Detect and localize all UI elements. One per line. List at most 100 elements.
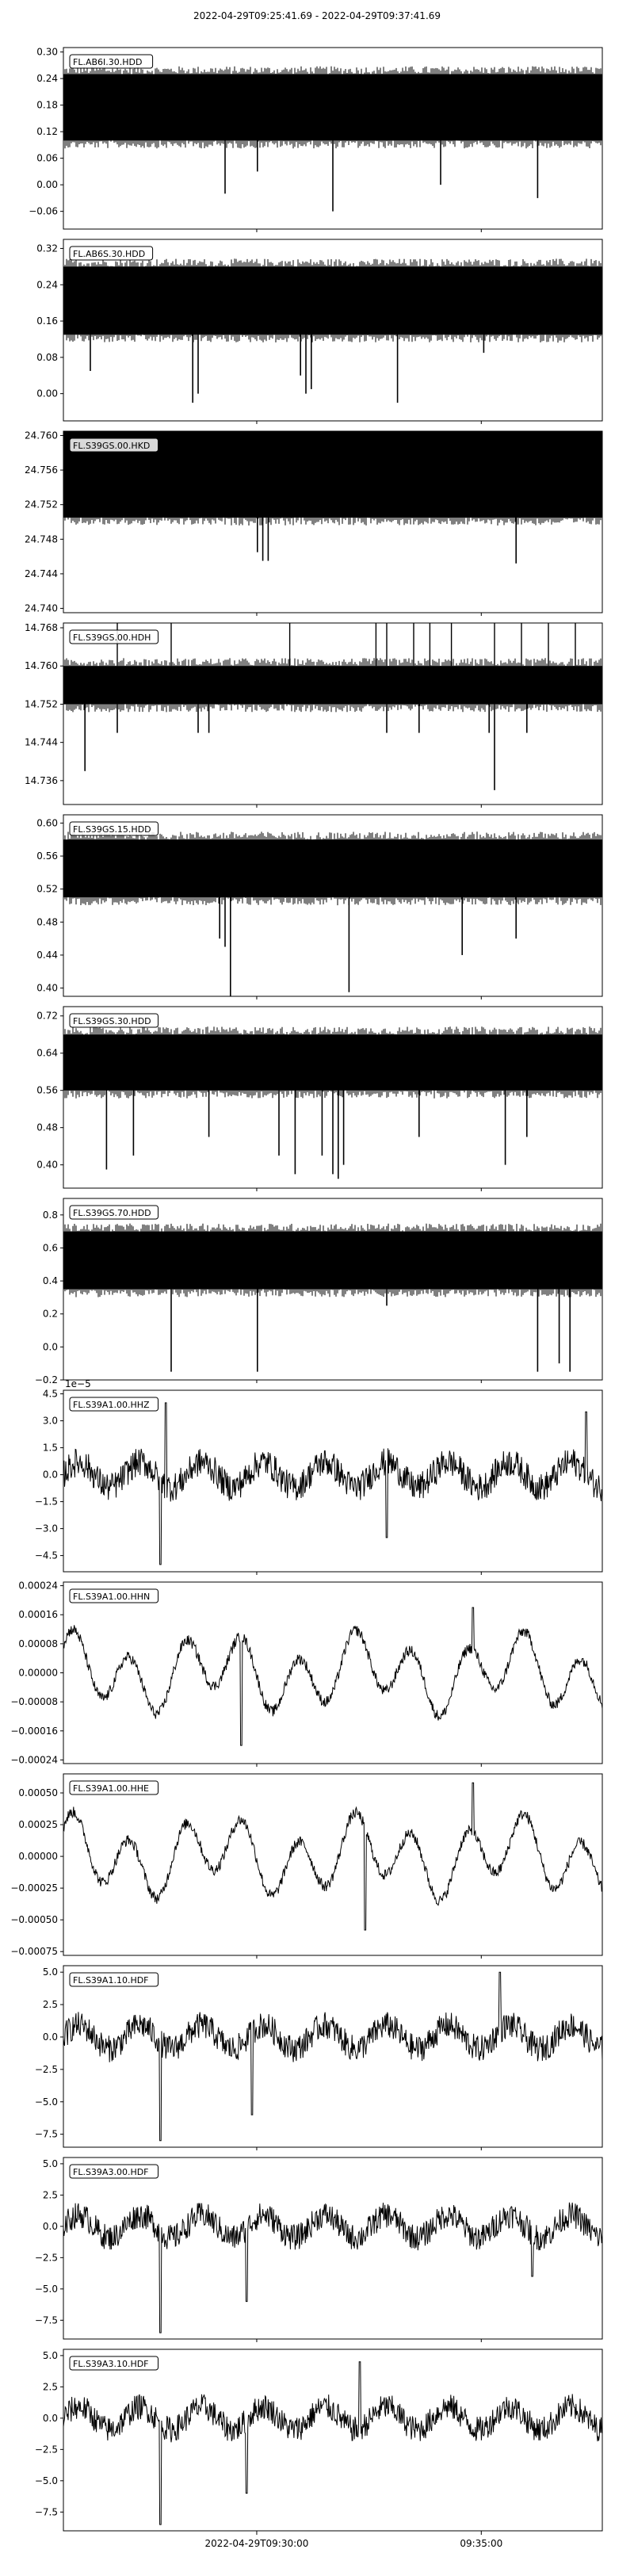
y-tick-label: 14.736	[25, 775, 58, 786]
y-tick-label: 0.24	[36, 279, 58, 290]
y-tick-label: 5.0	[43, 2350, 58, 2361]
trace-panels: 0.30 0.24 0.18 0.12 0.06 0.00 −0.06 FL.AB6I.30.…	[10, 47, 603, 2532]
y-tick-label: 24.748	[25, 533, 58, 545]
waveform	[63, 2361, 602, 2525]
trace-line	[63, 831, 602, 996]
y-tick-label: −7.5	[35, 2506, 58, 2517]
trace-label: FL.S39A1.00.HHE	[73, 1783, 149, 1794]
trace-line	[63, 258, 602, 403]
y-tick-label: 0.48	[36, 916, 58, 927]
y-tick-label: 0.0	[43, 2413, 58, 2424]
trace-panel: 4.5 3.0 1.5 0.0 −1.5 −3.0 −4.5 1e−5 FL.S39A1.00.…	[35, 1378, 603, 1573]
waveform	[63, 1607, 602, 1746]
y-tick-label: −3.0	[35, 1523, 58, 1535]
trace-line	[63, 1402, 602, 1565]
waveform	[63, 1971, 602, 2142]
panel-frame	[63, 1773, 603, 1956]
y-tick-label: 0.4	[43, 1275, 58, 1286]
trace-label: FL.S39A1.00.HHZ	[73, 1400, 150, 1410]
y-tick-label: 24.756	[25, 464, 58, 476]
y-tick-label: 0.0	[43, 1470, 58, 1481]
y-tick-label: 0.52	[36, 884, 58, 895]
trace-panel: 14.768 14.760 14.752 14.744 14.736 FL.S39GS.0…	[25, 622, 603, 805]
trace-label-box	[69, 2164, 158, 2179]
time-axis: 2022-04-29T09:30:00 09:35:00	[204, 229, 502, 2549]
y-tick-label: 0.18	[36, 100, 58, 111]
y-tick-label: 0.00	[36, 179, 58, 190]
y-tick-label: 24.760	[25, 430, 58, 441]
trace-line	[63, 431, 602, 564]
y-tick-label: 1.5	[43, 1443, 58, 1454]
trace-label: FL.S39A3.00.HDF	[73, 2167, 149, 2177]
y-tick-label: −2.5	[35, 2064, 58, 2075]
y-tick-label: 0.60	[36, 817, 58, 828]
y-tick-label: 0.44	[36, 950, 58, 961]
trace-panel: 24.760 24.756 24.752 24.748 24.744 24.740 FL.S…	[25, 430, 603, 614]
y-tick-label: 0.40	[36, 983, 58, 994]
signal-band-edge	[63, 658, 602, 713]
trace-line	[63, 1782, 602, 1931]
trace-line	[63, 623, 602, 790]
trace-panel: 0.8 0.6 0.4 0.2 0.0 −0.2 FL.S39GS.70.HDD	[35, 1198, 603, 1385]
trace-line	[63, 1026, 602, 1179]
panel-frame	[63, 47, 603, 230]
y-tick-label: 0.08	[36, 352, 58, 363]
y-tick-label: 0.72	[36, 1011, 58, 1022]
trace-label-box	[69, 1780, 158, 1795]
panel-frame	[63, 622, 603, 805]
panel-frame	[63, 1581, 603, 1764]
y-tick-label: 2.5	[43, 2381, 58, 2392]
trace-line	[63, 2202, 602, 2333]
y-tick-label: 0.00025	[18, 1819, 58, 1830]
trace-line	[63, 66, 602, 212]
trace-label: FL.S39A1.00.HHN	[73, 1592, 150, 1602]
y-tick-label: −1.5	[35, 1496, 58, 1508]
trace-line	[63, 1607, 602, 1746]
trace-label: FL.S39A3.10.HDF	[73, 2359, 149, 2369]
y-tick-label: −7.5	[35, 2314, 58, 2326]
y-tick-label: −7.5	[35, 2129, 58, 2140]
y-tick-label: −0.2	[35, 1374, 58, 1385]
y-tick-label: −2.5	[35, 2444, 58, 2455]
y-tick-label: 2.5	[43, 2189, 58, 2200]
trace-panel: 5.0 2.5 0.0 −2.5 −5.0 −7.5 FL.S39A3.00.HDF	[35, 2157, 603, 2340]
trace-label: FL.S39GS.00.HDH	[73, 633, 151, 643]
trace-label-box	[69, 821, 158, 836]
trace-line	[63, 2361, 602, 2525]
y-tick-label: 0.24	[36, 73, 58, 84]
y-tick-label: 0.00000	[18, 1668, 58, 1679]
waveform	[63, 1402, 602, 1565]
trace-label-box	[69, 438, 158, 453]
signal-band-edge	[63, 258, 602, 343]
trace-label-box	[69, 1013, 158, 1028]
signal-band-edge	[63, 1026, 602, 1099]
y-tick-label: −0.00008	[10, 1696, 58, 1707]
trace-line	[63, 1223, 602, 1372]
y-tick-label: 2.5	[43, 1999, 58, 2010]
trace-panel: 0.32 0.24 0.16 0.08 0.00 FL.AB6S.30.HDD	[36, 239, 603, 422]
waveform	[63, 1782, 602, 1931]
y-tick-label: −0.00025	[10, 1882, 58, 1894]
y-tick-label: −0.06	[29, 206, 58, 217]
panel-frame	[63, 1006, 603, 1189]
y-tick-label: 5.0	[43, 1966, 58, 1978]
y-tick-label: 0.0	[43, 2031, 58, 2043]
trace-label-box	[69, 1397, 158, 1412]
y-tick-label: 24.752	[25, 499, 58, 510]
signal-band-edge	[63, 831, 602, 906]
trace-label-box	[69, 54, 154, 69]
signal-band-edge	[63, 66, 602, 149]
y-tick-label: 14.744	[25, 737, 58, 748]
x-tick-label: 09:35:00	[460, 2538, 502, 2549]
panel-frame	[63, 1198, 603, 1381]
trace-panel: 0.72 0.64 0.56 0.48 0.40 FL.S39GS.30.HDD	[36, 1006, 603, 1189]
y-tick-label: 0.64	[36, 1048, 58, 1059]
y-tick-label: 0.16	[36, 315, 58, 327]
trace-panel: 0.30 0.24 0.18 0.12 0.06 0.00 −0.06 FL.AB6I.30.…	[29, 47, 603, 230]
trace-label: FL.S39A1.10.HDF	[73, 1975, 149, 1986]
trace-label-box	[69, 1588, 158, 1603]
y-tick-label: 24.744	[25, 568, 58, 579]
trace-label-box	[69, 629, 158, 644]
y-tick-label: 4.5	[43, 1389, 58, 1400]
